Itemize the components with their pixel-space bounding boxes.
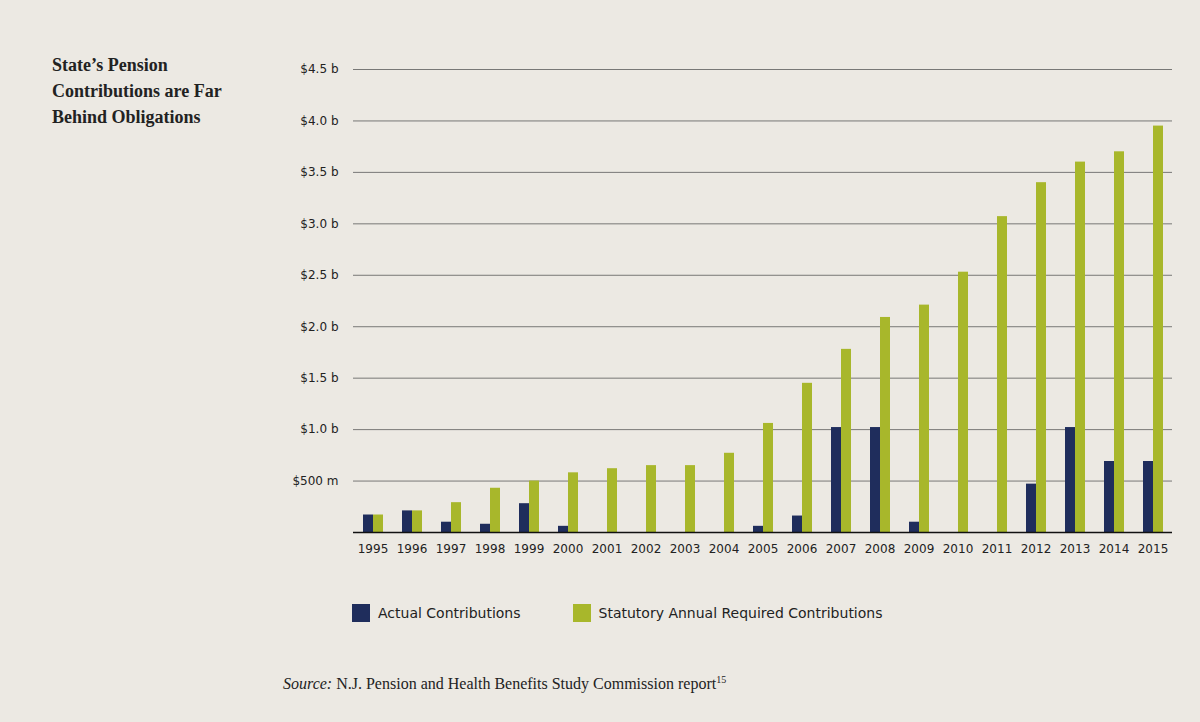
svg-text:1999: 1999 (514, 542, 545, 556)
svg-text:1997: 1997 (436, 542, 467, 556)
svg-text:2000: 2000 (553, 542, 584, 556)
svg-text:1995: 1995 (358, 542, 389, 556)
svg-text:2010: 2010 (943, 542, 974, 556)
svg-text:$4.5 b: $4.5 b (300, 62, 338, 76)
svg-text:$500 m: $500 m (292, 474, 338, 488)
svg-text:2003: 2003 (670, 542, 701, 556)
svg-text:$1.5 b: $1.5 b (300, 371, 338, 385)
svg-text:2011: 2011 (982, 542, 1013, 556)
svg-text:2008: 2008 (865, 542, 896, 556)
svg-text:2001: 2001 (592, 542, 623, 556)
svg-text:$4.0 b: $4.0 b (300, 114, 338, 128)
svg-text:2007: 2007 (826, 542, 857, 556)
svg-text:2002: 2002 (631, 542, 662, 556)
svg-text:2004: 2004 (709, 542, 740, 556)
svg-text:2013: 2013 (1060, 542, 1091, 556)
html-text:Statutory Annual Required Cont: Statutory Annual Required Contributions (598, 605, 883, 621)
svg-text:2012: 2012 (1021, 542, 1052, 556)
html-text:Source: N.J. Pension and Healt: Source: N.J. Pension and Health Benefits… (283, 674, 727, 693)
svg-text:2009: 2009 (904, 542, 935, 556)
svg-text:$1.0 b: $1.0 b (300, 422, 338, 436)
svg-text:2014: 2014 (1099, 542, 1130, 556)
html-text:State’s Pension Contributions: State’s Pension Contributions are Far Be… (52, 55, 222, 127)
svg-text:1998: 1998 (475, 542, 506, 556)
svg-text:2005: 2005 (748, 542, 779, 556)
svg-text:$3.0 b: $3.0 b (300, 217, 338, 231)
svg-text:1996: 1996 (397, 542, 428, 556)
svg-text:$3.5 b: $3.5 b (300, 165, 338, 179)
svg-text:2006: 2006 (787, 542, 818, 556)
svg-text:2015: 2015 (1138, 542, 1169, 556)
svg-text:$2.5 b: $2.5 b (300, 268, 338, 282)
html-text:Actual Contributions: Actual Contributions (378, 605, 521, 621)
svg-text:$2.0 b: $2.0 b (300, 320, 338, 334)
